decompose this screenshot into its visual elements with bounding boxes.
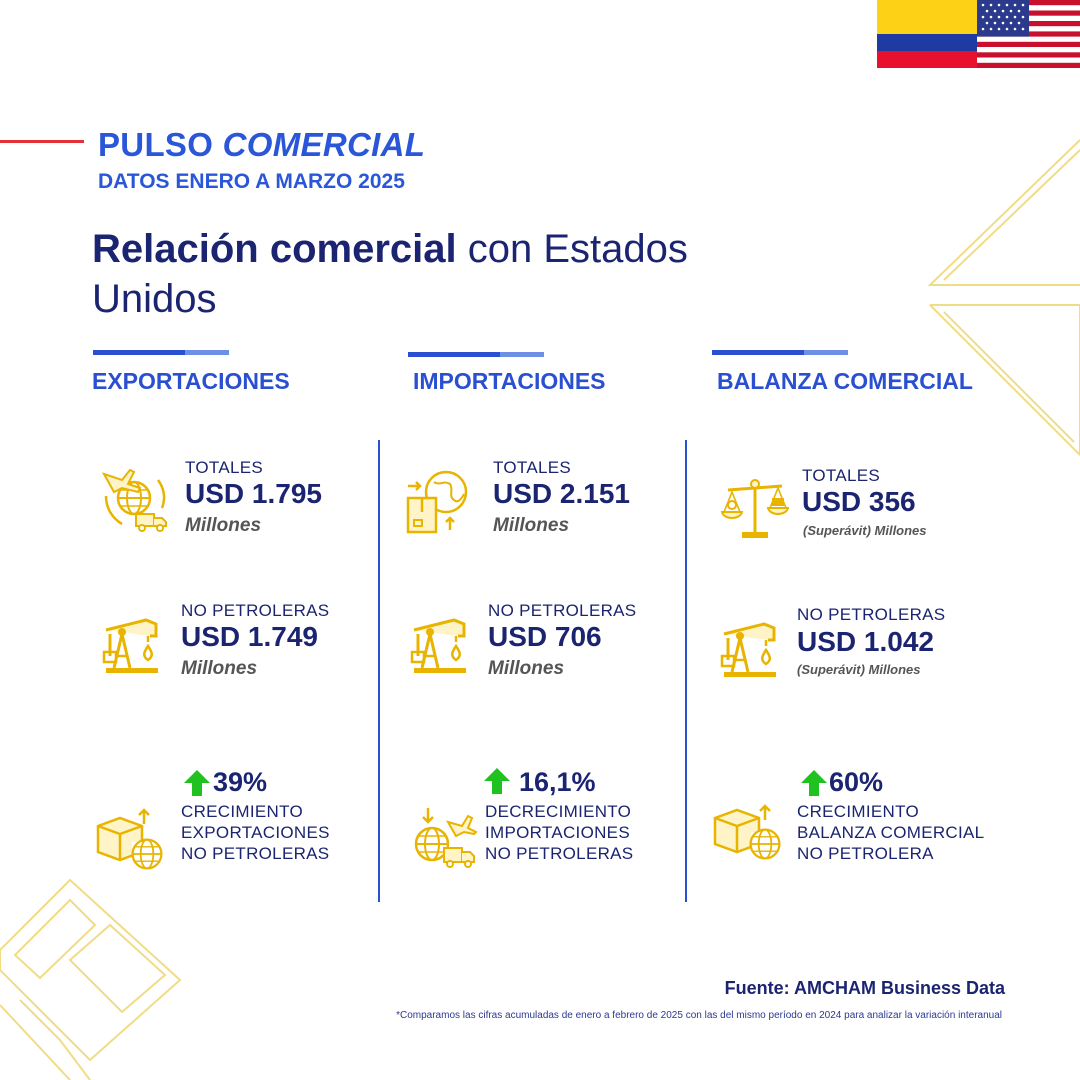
stat-label: NO PETROLERAS xyxy=(488,601,637,620)
change-line: BALANZA COMERCIAL xyxy=(797,823,985,842)
arrow-up-icon xyxy=(184,770,210,796)
oil-pump-icon xyxy=(720,622,778,679)
change-line: NO PETROLERAS xyxy=(485,844,634,863)
stat-value: USD 356 xyxy=(802,486,916,517)
change-description: CRECIMIENTO EXPORTACIONES NO PETROLERAS xyxy=(181,801,330,864)
stat-value: USD 706 xyxy=(488,621,602,652)
change-line: IMPORTACIONES xyxy=(485,823,630,842)
change-line: EXPORTACIONES xyxy=(181,823,330,842)
arrow-up-icon xyxy=(801,770,827,796)
stat-value: USD 1.795 xyxy=(185,478,322,509)
footnote-text: *Comparamos las cifras acumuladas de ene… xyxy=(396,1010,1002,1021)
stat-value: USD 1.749 xyxy=(181,621,318,652)
scale-icon xyxy=(720,479,790,538)
stat-label: TOTALES xyxy=(185,458,263,477)
change-value: 60% xyxy=(829,767,884,797)
stat-unit: Millones xyxy=(181,658,258,679)
box-globe-icon xyxy=(96,808,163,870)
stat-value: USD 1.042 xyxy=(797,626,934,657)
change-line: NO PETROLERAS xyxy=(181,844,330,863)
page-subtitle: DATOS ENERO A MARZO 2025 xyxy=(98,170,405,193)
column-divider xyxy=(685,440,687,902)
stat-unit: (Superávit) Millones xyxy=(797,662,921,677)
colombia-flag xyxy=(877,0,977,68)
main-heading-rest: con Estados Unidos xyxy=(92,227,688,321)
change-line: NO PETROLERA xyxy=(797,844,934,863)
stat-unit: Millones xyxy=(185,515,262,536)
stat-label: NO PETROLERAS xyxy=(181,601,330,620)
tab-bar-exportaciones xyxy=(93,350,229,355)
stat-unit: (Superávit) Millones xyxy=(803,523,927,538)
change-line: CRECIMIENTO xyxy=(181,802,303,821)
page-title-plain: PULSO xyxy=(98,126,223,163)
tab-bar-importaciones xyxy=(408,352,544,357)
stat-label: TOTALES xyxy=(493,458,571,477)
globe-boxes-icon xyxy=(406,470,468,534)
arrow-up-icon xyxy=(484,768,510,794)
column-heading-exportaciones: EXPORTACIONES xyxy=(92,368,290,394)
oil-pump-icon xyxy=(410,618,468,675)
stat-unit: Millones xyxy=(488,658,565,679)
change-value: 39% xyxy=(213,767,268,797)
box-globe-icon xyxy=(713,804,781,862)
column-heading-importaciones: IMPORTACIONES xyxy=(413,368,606,394)
plane-globe-truck-icon xyxy=(101,468,167,532)
column-divider xyxy=(378,440,380,902)
change-value: 16,1% xyxy=(519,767,596,797)
stat-unit: Millones xyxy=(493,515,570,536)
usa-flag xyxy=(977,0,1080,68)
oil-pump-icon xyxy=(102,618,160,675)
stat-value: USD 2.151 xyxy=(493,478,630,509)
page-title-italic: COMERCIAL xyxy=(222,126,426,163)
source-text: Fuente: AMCHAM Business Data xyxy=(724,978,1005,998)
change-description: CRECIMIENTO BALANZA COMERCIAL NO PETROLE… xyxy=(797,801,984,864)
stat-label: TOTALES xyxy=(802,466,880,485)
change-line: CRECIMIENTO xyxy=(797,802,919,821)
header-accent-line xyxy=(0,140,84,143)
plane-globe-truck-icon xyxy=(414,808,478,868)
tab-bar-balanza xyxy=(712,350,848,355)
change-line: DECRECIMIENTO xyxy=(485,802,632,821)
stat-label: NO PETROLERAS xyxy=(797,605,946,624)
main-heading-bold: Relación comercial xyxy=(92,227,457,271)
change-description: DECRECIMIENTO IMPORTACIONES NO PETROLERA… xyxy=(485,801,633,864)
column-heading-balanza: BALANZA COMERCIAL xyxy=(717,368,973,394)
main-heading: Relación comercial con Estados Unidos xyxy=(92,224,792,324)
page-title: PULSO COMERCIAL xyxy=(98,126,425,164)
